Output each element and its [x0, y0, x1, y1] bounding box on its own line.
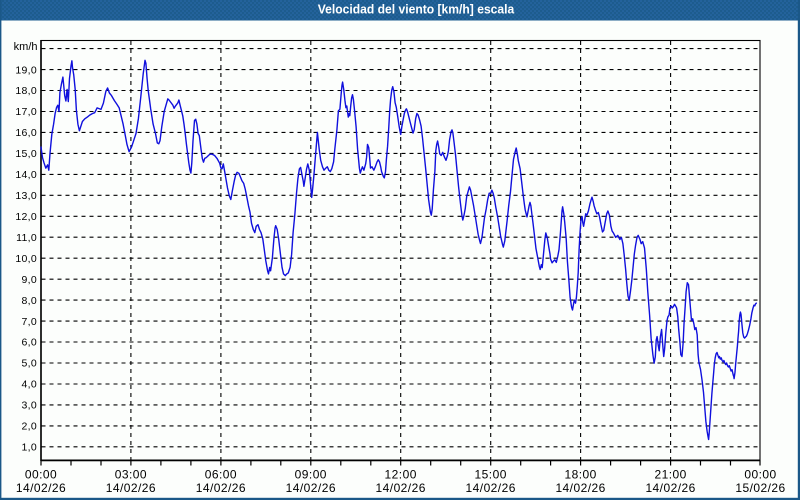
svg-text:14/02/26: 14/02/26	[286, 481, 336, 495]
svg-text:15:00: 15:00	[475, 468, 507, 482]
svg-text:8,0: 8,0	[22, 295, 38, 307]
svg-text:3,0: 3,0	[22, 400, 38, 412]
svg-text:14/02/26: 14/02/26	[645, 481, 695, 495]
svg-text:13,0: 13,0	[15, 190, 37, 202]
svg-text:14/02/26: 14/02/26	[16, 481, 66, 495]
svg-text:5,0: 5,0	[22, 358, 38, 370]
svg-text:15/02/26: 15/02/26	[735, 481, 785, 495]
svg-text:km/h: km/h	[14, 41, 38, 53]
svg-text:18:00: 18:00	[564, 468, 596, 482]
svg-text:06:00: 06:00	[205, 468, 237, 482]
svg-text:17,0: 17,0	[15, 106, 37, 118]
svg-text:14/02/26: 14/02/26	[106, 481, 156, 495]
svg-text:10,0: 10,0	[15, 253, 37, 265]
svg-text:4,0: 4,0	[22, 379, 38, 391]
svg-text:03:00: 03:00	[115, 468, 147, 482]
svg-text:00:00: 00:00	[744, 468, 776, 482]
svg-text:6,0: 6,0	[22, 337, 38, 349]
svg-text:12,0: 12,0	[15, 211, 37, 223]
svg-text:14/02/26: 14/02/26	[555, 481, 605, 495]
svg-text:16,0: 16,0	[15, 127, 37, 139]
svg-text:7,0: 7,0	[22, 316, 38, 328]
svg-text:18,0: 18,0	[15, 85, 37, 97]
svg-text:14/02/26: 14/02/26	[466, 481, 516, 495]
svg-text:9,0: 9,0	[22, 274, 38, 286]
svg-text:12:00: 12:00	[385, 468, 417, 482]
svg-text:19,0: 19,0	[15, 64, 37, 76]
svg-text:Velocidad del viento [km/h] es: Velocidad del viento [km/h] escala	[318, 3, 516, 17]
svg-text:21:00: 21:00	[654, 468, 686, 482]
svg-text:00:00: 00:00	[25, 468, 57, 482]
svg-text:14/02/26: 14/02/26	[196, 481, 246, 495]
svg-text:09:00: 09:00	[295, 468, 327, 482]
svg-text:1,0: 1,0	[22, 442, 38, 454]
svg-text:14,0: 14,0	[15, 169, 37, 181]
svg-text:2,0: 2,0	[22, 421, 38, 433]
svg-text:11,0: 11,0	[16, 232, 37, 244]
svg-text:14/02/26: 14/02/26	[376, 481, 426, 495]
svg-text:15,0: 15,0	[15, 148, 37, 160]
